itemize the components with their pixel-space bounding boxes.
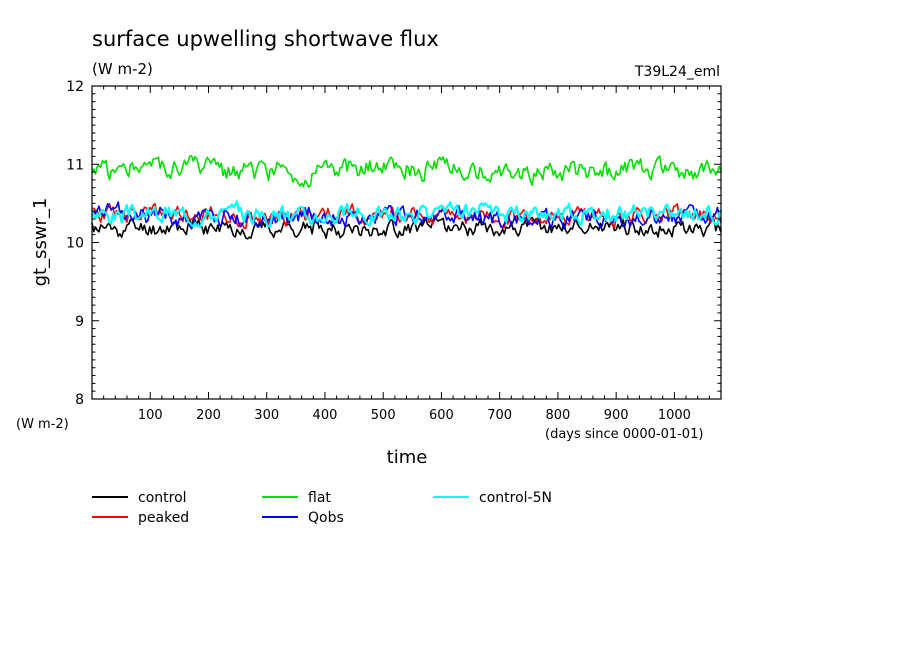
x-tick-label: 200 <box>196 408 221 423</box>
legend-item-control-5N: control-5N <box>433 490 552 506</box>
x-tick-label: 100 <box>138 408 163 423</box>
x-tick-label: 900 <box>604 408 629 423</box>
chart-title: surface upwelling shortwave flux <box>92 27 439 51</box>
legend-item-Qobs: Qobs <box>262 510 344 526</box>
legend: control flat control-5N peaked Qobs <box>92 490 552 526</box>
y-axis-label: gt_sswr_1 <box>30 198 51 287</box>
y-tick-label: 12 <box>66 79 84 95</box>
legend-label: control <box>138 490 187 506</box>
legend-label: control-5N <box>479 490 552 506</box>
series-line-control-5N <box>90 200 722 229</box>
series-layer <box>90 155 722 240</box>
x-tick-label: 500 <box>371 408 396 423</box>
y-tick-label: 10 <box>66 236 84 252</box>
chart-units: (W m-2) <box>92 60 153 78</box>
x-tick-label: 600 <box>429 408 454 423</box>
y-tick-label: 8 <box>75 392 84 408</box>
y-tick-label: 11 <box>66 157 84 173</box>
legend-label: peaked <box>138 510 189 526</box>
x-tick-label: 1000 <box>658 408 691 423</box>
x-tick-label: 400 <box>313 408 338 423</box>
plot-frame <box>91 85 722 400</box>
tick-layer: 100 200 300 400 500 600 700 800 900 1000 8 9 10 11 12 <box>66 79 722 423</box>
y-axis-units: (W m-2) <box>16 417 69 432</box>
series-line-flat <box>91 155 722 188</box>
legend-label: Qobs <box>308 510 344 526</box>
x-axis-units: (days since 0000-01-01) <box>545 427 703 442</box>
x-axis-label: time <box>387 447 428 468</box>
legend-item-flat: flat <box>262 490 331 506</box>
y-tick-label: 9 <box>75 314 84 330</box>
x-tick-label: 300 <box>254 408 279 423</box>
legend-item-control: control <box>92 490 187 506</box>
run-label: T39L24_eml <box>634 64 720 80</box>
legend-item-peaked: peaked <box>92 510 189 526</box>
legend-label: flat <box>308 490 331 506</box>
x-tick-label: 700 <box>487 408 512 423</box>
x-tick-label: 800 <box>546 408 571 423</box>
